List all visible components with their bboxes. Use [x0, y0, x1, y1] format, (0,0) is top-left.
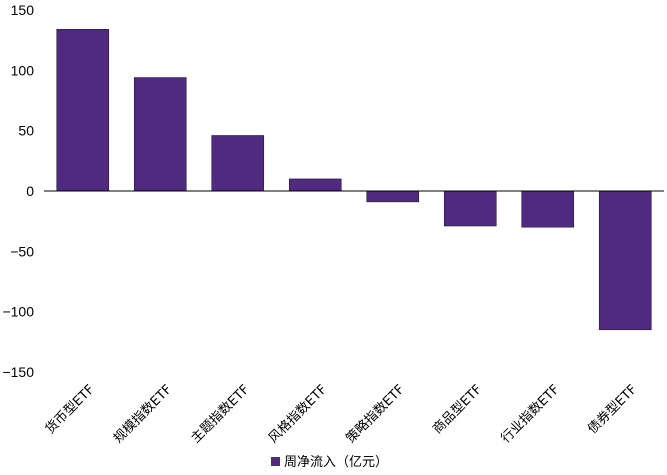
y-tick-label: 0	[26, 183, 34, 199]
bar	[366, 190, 420, 203]
x-category-label: 规模指数ETF	[111, 382, 175, 446]
x-axis-category-labels: 货币型ETF 规模指数ETF 主题指数ETF 风格指数ETF 策略指数ETF 商品型ETF…	[42, 382, 640, 447]
x-category-label: 债券型ETF	[584, 382, 640, 438]
bar	[443, 190, 497, 227]
x-category-label: 商品型ETF	[430, 382, 485, 437]
bar	[133, 77, 187, 192]
bar	[211, 135, 265, 192]
y-tick-label: −100	[2, 304, 34, 320]
legend: 周净流入（亿元）	[271, 455, 388, 470]
y-tick-label: 150	[11, 2, 35, 18]
x-category-label: 货币型ETF	[42, 382, 98, 438]
bar	[598, 190, 652, 331]
y-axis-ticks: 150 100 50 0 −50 −100 −150	[2, 2, 34, 380]
y-tick-label: 50	[18, 123, 34, 139]
legend-swatch	[271, 457, 280, 466]
x-category-label: 策略指数ETF	[343, 382, 408, 447]
y-tick-label: 100	[11, 62, 35, 78]
x-category-label: 主题指数ETF	[188, 382, 252, 446]
bar	[288, 178, 342, 192]
legend-label: 周净流入（亿元）	[284, 455, 388, 470]
y-tick-label: −150	[2, 364, 34, 380]
x-category-label: 行业指数ETF	[498, 382, 562, 446]
bar	[521, 190, 575, 228]
x-category-label: 风格指数ETF	[265, 382, 330, 447]
bar	[56, 29, 110, 192]
bar-series	[56, 29, 652, 331]
y-tick-label: −50	[10, 243, 34, 259]
